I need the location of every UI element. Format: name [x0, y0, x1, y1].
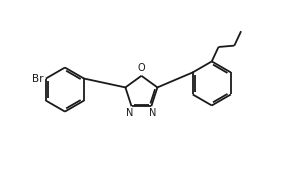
Text: N: N	[149, 108, 157, 118]
Text: O: O	[138, 63, 145, 73]
Text: N: N	[126, 108, 134, 118]
Text: Br: Br	[32, 74, 44, 84]
